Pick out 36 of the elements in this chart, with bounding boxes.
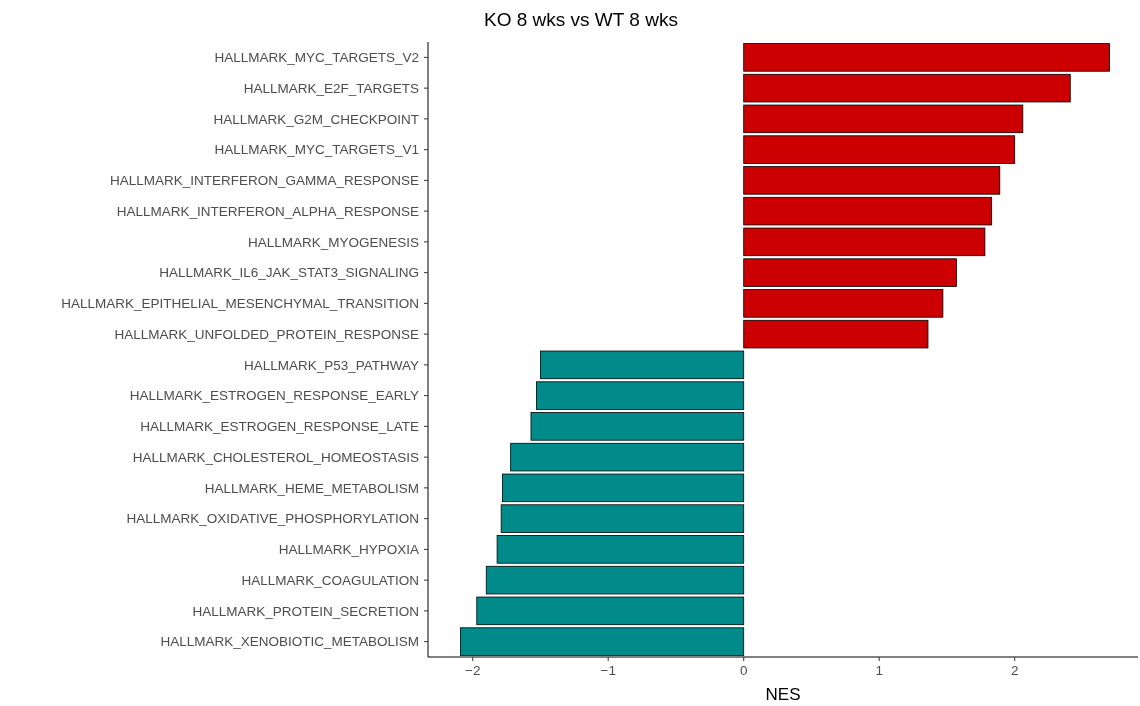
bar [743,43,1110,72]
y-tick-label: HALLMARK_ESTROGEN_RESPONSE_EARLY [129,388,419,404]
y-tick-label: HALLMARK_OXIDATIVE_PHOSPHORYLATION [126,511,419,527]
bar [743,135,1016,164]
y-tick-label: HALLMARK_ESTROGEN_RESPONSE_LATE [140,419,419,435]
bar [496,535,745,564]
x-tick-label: 1 [875,663,883,678]
x-tick-label: 2 [1010,663,1019,678]
bar [743,166,1001,195]
y-tick-label: HALLMARK_XENOBIOTIC_METABOLISM [160,634,419,650]
bar [743,289,944,318]
y-tick-label: HALLMARK_P53_PATHWAY [243,357,419,373]
y-tick-label: HALLMARK_G2M_CHECKPOINT [213,111,419,127]
bar [500,504,745,533]
y-tick-label: HALLMARK_HEME_METABOLISM [204,480,419,496]
y-tick-label: HALLMARK_MYC_TARGETS_V2 [214,50,419,66]
y-tick-label: HALLMARK_INTERFERON_GAMMA_RESPONSE [109,173,419,189]
x-tick-label: 0 [739,663,748,678]
y-tick-label: HALLMARK_EPITHELIAL_MESENCHYMAL_TRANSITION [61,296,419,312]
y-tick-label: HALLMARK_MYOGENESIS [247,234,419,250]
x-axis-title: NES [765,685,801,704]
bar [743,258,957,287]
y-tick-label: HALLMARK_E2F_TARGETS [243,80,419,96]
y-tick-label: HALLMARK_UNFOLDED_PROTEIN_RESPONSE [114,326,419,342]
y-tick-label: HALLMARK_HYPOXIA [278,542,419,558]
y-tick-label: HALLMARK_IL6_JAK_STAT3_SIGNALING [159,265,419,281]
y-tick-label: HALLMARK_PROTEIN_SECRETION [192,603,419,619]
bar [530,412,745,441]
bar [536,381,745,410]
y-tick-label: HALLMARK_INTERFERON_ALPHA_RESPONSE [116,203,419,219]
chart-title: KO 8 wks vs WT 8 wks [484,9,678,30]
x-tick-label: −1 [600,663,616,678]
x-tick-label: −2 [465,663,481,678]
y-tick-label: HALLMARK_COAGULATION [241,572,419,588]
y-tick-label: HALLMARK_MYC_TARGETS_V1 [214,142,419,158]
y-tick-label: HALLMARK_CHOLESTEROL_HOMEOSTASIS [132,449,419,465]
